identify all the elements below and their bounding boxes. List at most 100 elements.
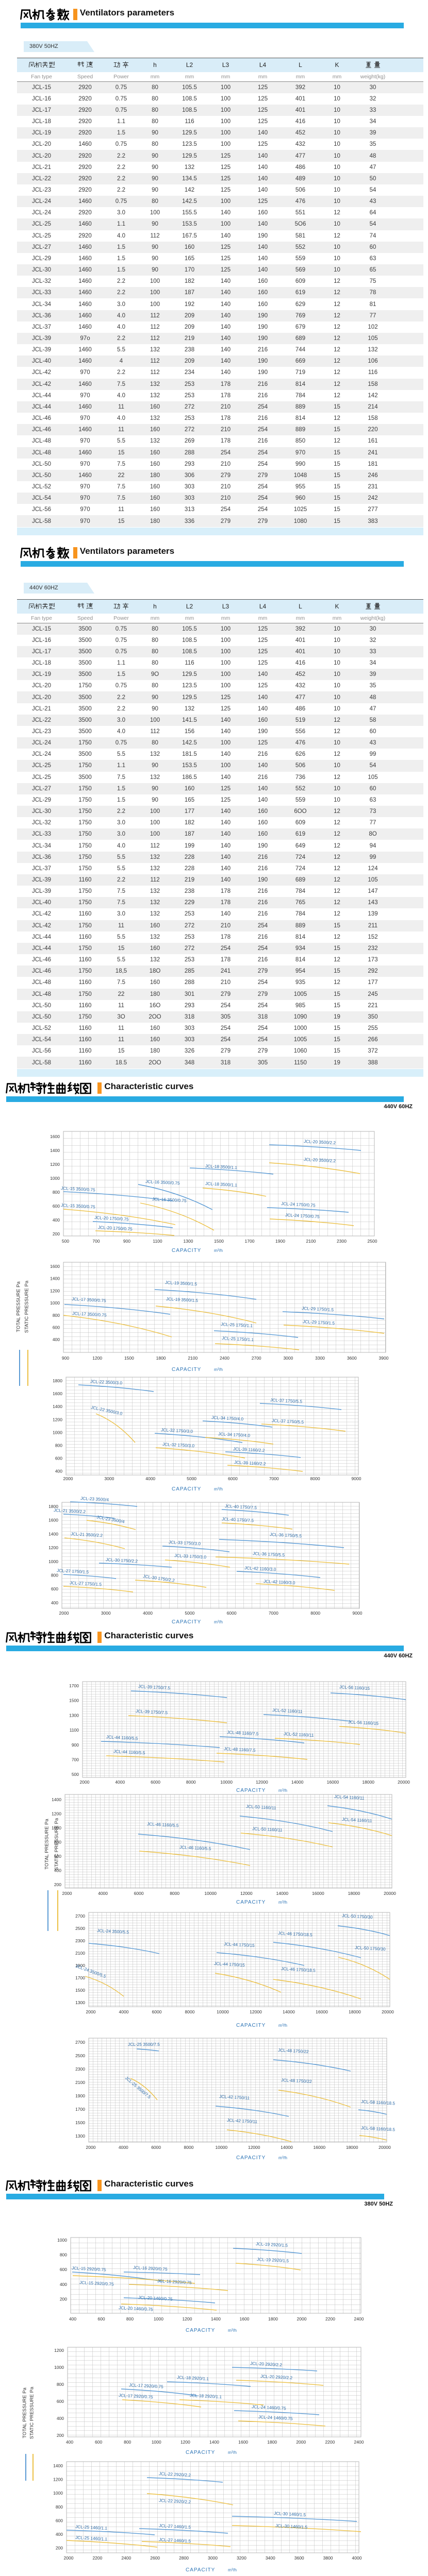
svg-text:JCL-27 1460/1.5: JCL-27 1460/1.5	[159, 2523, 191, 2530]
svg-text:400: 400	[51, 1600, 58, 1605]
svg-text:JCL-25 1750/1.1: JCL-25 1750/1.1	[222, 1335, 254, 1342]
svg-text:JCL-21 3500/2.2: JCL-21 3500/2.2	[71, 1531, 103, 1538]
svg-text:5000: 5000	[185, 1611, 194, 1616]
svg-text:2400: 2400	[354, 2439, 364, 2445]
svg-text:JCL-36 1750/5.5: JCL-36 1750/5.5	[253, 1551, 285, 1557]
svg-text:JCL-39 1750/7.5: JCL-39 1750/7.5	[138, 1684, 171, 1690]
svg-text:2000: 2000	[63, 1476, 73, 1481]
svg-text:JCL-20 3500/2.2: JCL-20 3500/2.2	[304, 1157, 336, 1163]
svg-text:JCL-24 1750/0.75: JCL-24 1750/0.75	[281, 1201, 316, 1208]
svg-text:8000: 8000	[184, 2145, 194, 2150]
svg-text:5000: 5000	[187, 1476, 196, 1481]
svg-text:JCL-42 1750/11: JCL-42 1750/11	[227, 2117, 258, 2124]
svg-text:4000: 4000	[145, 1476, 155, 1481]
svg-text:JCL-52 1160/11: JCL-52 1160/11	[284, 1731, 314, 1738]
svg-text:m³/h: m³/h	[228, 2328, 237, 2333]
svg-text:JCL-16 3500/0.75: JCL-16 3500/0.75	[152, 1196, 187, 1203]
svg-text:2500: 2500	[75, 2053, 85, 2058]
svg-text:10000: 10000	[217, 2009, 229, 2014]
svg-text:1300: 1300	[69, 1713, 79, 1718]
svg-text:JCL-46 1750/18.5: JCL-46 1750/18.5	[281, 1966, 316, 1973]
svg-text:1100: 1100	[153, 1239, 162, 1244]
svg-text:3600: 3600	[294, 2555, 304, 2561]
svg-text:1500: 1500	[75, 1988, 85, 1993]
svg-text:1300: 1300	[75, 2000, 85, 2005]
svg-text:1300: 1300	[184, 1239, 193, 1244]
svg-text:1900: 1900	[75, 1963, 85, 1968]
svg-text:JCL-40 1750/7.5: JCL-40 1750/7.5	[225, 1503, 257, 1510]
svg-text:2000: 2000	[59, 1611, 69, 1616]
svg-text:800: 800	[51, 1573, 58, 1578]
svg-text:400: 400	[66, 2439, 73, 2445]
svg-text:1600: 1600	[240, 2316, 250, 2321]
svg-text:JCL-17 2920/0.75: JCL-17 2920/0.75	[119, 2393, 153, 2399]
svg-text:400: 400	[60, 2282, 67, 2287]
svg-text:JCL-44 1750/15: JCL-44 1750/15	[224, 1941, 255, 1948]
svg-text:20000: 20000	[398, 1780, 410, 1785]
svg-text:4000: 4000	[119, 2145, 128, 2150]
svg-text:m³/h: m³/h	[214, 1486, 223, 1492]
svg-text:JCL-27 1460/1.5: JCL-27 1460/1.5	[159, 2537, 191, 2544]
svg-text:JCL-50 1160/11: JCL-50 1160/11	[246, 1804, 276, 1810]
svg-text:JCL-48 1750/22: JCL-48 1750/22	[278, 2047, 309, 2054]
svg-text:1900: 1900	[75, 2093, 85, 2098]
svg-text:JCL-20 1750/0.75: JCL-20 1750/0.75	[94, 1215, 129, 1222]
svg-text:m³/h: m³/h	[278, 1788, 287, 1793]
svg-text:m³/h: m³/h	[228, 2567, 237, 2572]
svg-text:8000: 8000	[310, 1476, 320, 1481]
svg-text:CAPACITY: CAPACITY	[236, 2023, 266, 2028]
svg-text:1600: 1600	[50, 1264, 60, 1269]
svg-text:200: 200	[60, 2296, 67, 2301]
svg-text:4000: 4000	[352, 2555, 362, 2561]
svg-text:JCL-36 1750/5.5: JCL-36 1750/5.5	[270, 1532, 302, 1538]
svg-text:JCL-50 1750/30: JCL-50 1750/30	[355, 1945, 386, 1952]
svg-text:2000: 2000	[80, 1780, 90, 1785]
svg-text:JCL-32 1750/3.0: JCL-32 1750/3.0	[161, 1427, 193, 1434]
svg-text:JCL-18 2920/1.1: JCL-18 2920/1.1	[177, 2375, 209, 2381]
svg-text:800: 800	[56, 2504, 63, 2510]
svg-text:CAPACITY: CAPACITY	[172, 1486, 201, 1492]
svg-text:JCL-30 1750/2.2: JCL-30 1750/2.2	[106, 1557, 138, 1564]
svg-text:JCL-22 2920/2.2: JCL-22 2920/2.2	[159, 2471, 191, 2478]
svg-text:600: 600	[56, 2518, 63, 2523]
svg-text:CAPACITY: CAPACITY	[236, 1788, 266, 1793]
svg-text:CAPACITY: CAPACITY	[236, 1900, 266, 1905]
svg-text:14000: 14000	[281, 2145, 293, 2150]
svg-text:1400: 1400	[53, 2463, 63, 2468]
svg-text:8000: 8000	[170, 1891, 179, 1896]
svg-text:2200: 2200	[325, 2316, 335, 2321]
svg-text:m³/h: m³/h	[278, 2023, 287, 2028]
svg-text:2700: 2700	[75, 1913, 85, 1919]
svg-text:800: 800	[60, 2252, 67, 2258]
svg-text:JCL-46 1160/5.5: JCL-46 1160/5.5	[147, 1821, 179, 1828]
svg-text:14000: 14000	[276, 1891, 289, 1896]
svg-text:400: 400	[55, 1469, 62, 1474]
svg-text:600: 600	[57, 2399, 64, 2404]
svg-text:1800: 1800	[267, 2439, 277, 2445]
svg-text:CAPACITY: CAPACITY	[172, 1367, 201, 1372]
svg-text:JCL-17 2920/0.75: JCL-17 2920/0.75	[129, 2382, 163, 2389]
svg-text:1900: 1900	[275, 1239, 285, 1244]
svg-text:1000: 1000	[53, 1430, 62, 1435]
svg-text:1400: 1400	[50, 1148, 60, 1153]
svg-text:800: 800	[57, 2382, 64, 2387]
svg-text:JCL-40 1750/7.5: JCL-40 1750/7.5	[222, 1516, 254, 1523]
svg-text:JCL-20 1460/0.75: JCL-20 1460/0.75	[119, 2305, 153, 2312]
svg-text:JCL-42 1160/3.0: JCL-42 1160/3.0	[244, 1565, 276, 1572]
svg-text:800: 800	[55, 1443, 62, 1448]
svg-text:2000: 2000	[62, 1891, 72, 1896]
svg-text:3800: 3800	[323, 2555, 333, 2561]
svg-text:JCL-19 3500/1.5: JCL-19 3500/1.5	[166, 1296, 199, 1303]
svg-text:7000: 7000	[269, 1476, 279, 1481]
svg-text:200: 200	[53, 1231, 60, 1236]
svg-text:6000: 6000	[228, 1476, 238, 1481]
svg-text:JCL-30 1460/1.5: JCL-30 1460/1.5	[275, 2523, 308, 2530]
svg-text:12000: 12000	[256, 1780, 268, 1785]
svg-text:1000: 1000	[57, 2238, 67, 2243]
svg-text:JCL-19 2920/1.5: JCL-19 2920/1.5	[256, 2241, 288, 2248]
svg-text:1200: 1200	[53, 2477, 63, 2482]
svg-text:JCL-46 1750/18.5: JCL-46 1750/18.5	[278, 1930, 312, 1937]
svg-text:10000: 10000	[220, 1780, 233, 1785]
svg-text:JCL-15 2920/0.75: JCL-15 2920/0.75	[79, 2280, 114, 2286]
svg-text:1400: 1400	[48, 1531, 58, 1536]
